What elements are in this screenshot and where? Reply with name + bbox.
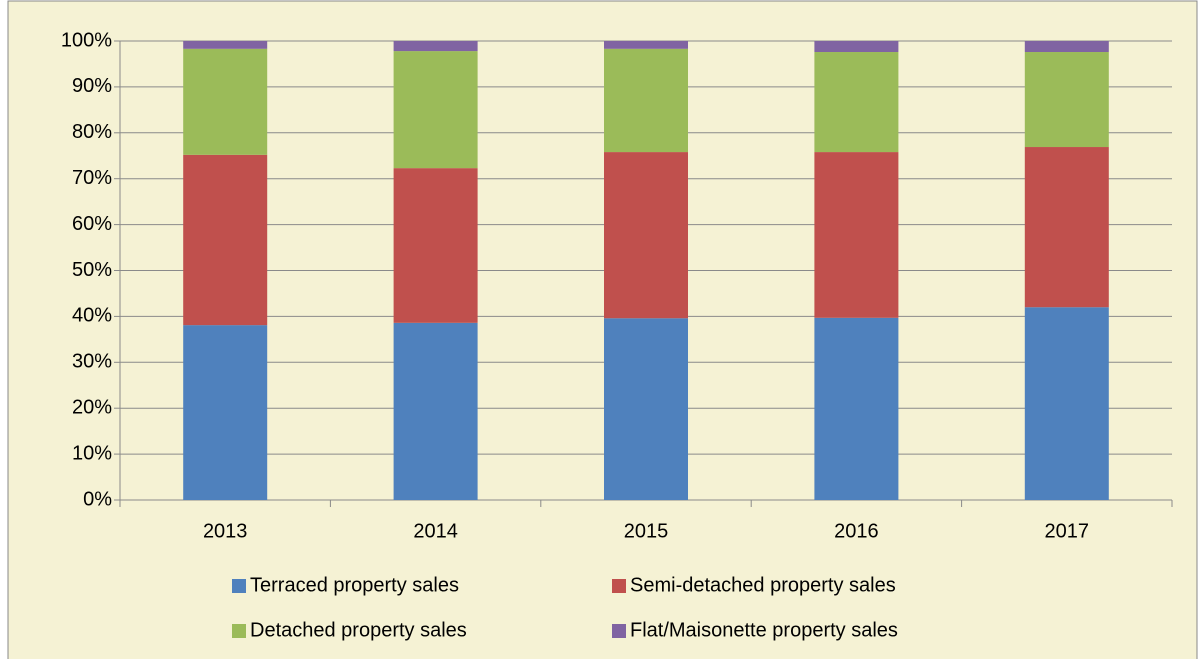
y-tick-label: 90% — [72, 75, 112, 97]
y-tick-label: 80% — [72, 121, 112, 143]
bar-segment — [814, 52, 899, 153]
bar-segment — [1024, 52, 1109, 148]
x-tick-label: 2013 — [203, 520, 248, 542]
y-tick-label: 50% — [72, 259, 112, 281]
bar-segment — [604, 41, 688, 49]
bar-segment — [814, 152, 899, 318]
x-tick-label: 2016 — [834, 520, 879, 542]
y-tick-label: 10% — [72, 442, 112, 464]
legend-label: Detached property sales — [250, 619, 467, 641]
y-tick-label: 40% — [72, 305, 112, 327]
bar-segment — [393, 322, 478, 500]
bar-segment — [814, 41, 899, 53]
x-tick-label: 2017 — [1045, 520, 1090, 542]
y-tick-label: 0% — [83, 488, 112, 510]
bar-segment — [183, 325, 268, 500]
bar-segment — [814, 317, 899, 500]
bar-segment — [183, 48, 268, 155]
x-tick-label: 2015 — [624, 520, 669, 542]
bar-segment — [1024, 307, 1109, 500]
y-tick-label: 30% — [72, 351, 112, 373]
bar-segment — [604, 152, 688, 319]
legend-label: Semi-detached property sales — [630, 574, 896, 596]
legend-swatch — [232, 579, 246, 593]
bar-segment — [393, 168, 478, 323]
bar-segment — [393, 41, 478, 52]
x-tick-label: 2014 — [413, 520, 458, 542]
legend-swatch — [232, 624, 246, 638]
bar-segment — [604, 48, 688, 153]
legend-label: Terraced property sales — [250, 574, 459, 596]
y-tick-label: 100% — [61, 29, 112, 51]
legend-label: Flat/Maisonette property sales — [630, 619, 898, 641]
y-tick-label: 20% — [72, 396, 112, 418]
bar-segment — [604, 318, 688, 500]
y-tick-label: 60% — [72, 213, 112, 235]
legend-swatch — [612, 624, 626, 638]
bar-segment — [183, 154, 268, 326]
bar-segment — [393, 51, 478, 169]
bar-segment — [1024, 41, 1109, 53]
y-tick-label: 70% — [72, 167, 112, 189]
bar-segment — [1024, 147, 1109, 308]
bar-segment — [183, 41, 268, 49]
legend-swatch — [612, 579, 626, 593]
